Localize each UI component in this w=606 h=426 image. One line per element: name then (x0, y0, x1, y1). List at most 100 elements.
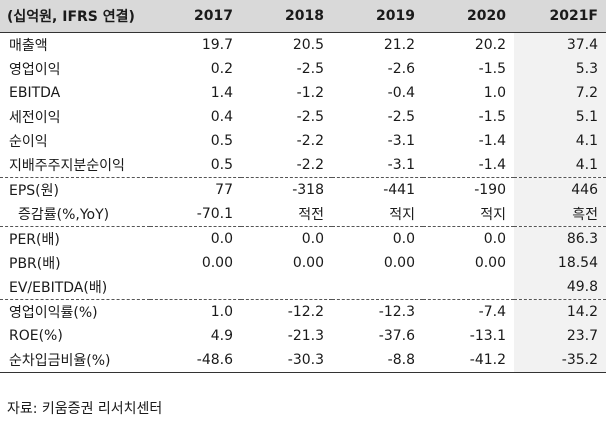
row-value: 0.00 (474, 255, 506, 271)
row-value: -48.6 (150, 348, 241, 373)
row-value: -70.1 (150, 202, 241, 227)
row-value: -12.2 (287, 304, 324, 320)
row-value: 0.4 (210, 109, 233, 125)
row-label: EV/EBITDA(배) (0, 275, 150, 300)
row-value: -318 (292, 182, 324, 198)
header-year: 2019 (332, 0, 423, 33)
row-value: 0.00 (292, 255, 324, 271)
row-label: 영업이익률(%) (9, 305, 98, 321)
table-row: EV/EBITDA(배) 49.8 (0, 275, 606, 300)
row-label: EBITDA (9, 85, 61, 101)
row-label: EPS(원) (9, 183, 59, 199)
row-value: -35.2 (514, 348, 606, 373)
row-value (332, 275, 423, 300)
row-value: -1.5 (478, 61, 506, 77)
row-value: -2.6 (387, 61, 415, 77)
row-value: 흑전 (514, 202, 606, 227)
table-row: 순차입금비율(%) -48.6 -30.3 -8.8 -41.2 -35.2 (0, 348, 606, 373)
row-label: 증감률(%,YoY) (0, 202, 150, 227)
row-value: -1.4 (478, 133, 506, 149)
row-value: 1.0 (210, 304, 233, 320)
row-value: -2.2 (241, 153, 332, 178)
row-value: 적지 (423, 202, 514, 227)
table-header-row: (십억원, IFRS 연결) 2017 2018 2019 2020 2021F (0, 0, 606, 33)
row-label: 순차입금비율(%) (0, 348, 150, 373)
table-row: EPS(원) 77 -318 -441 -190 446 (0, 177, 606, 202)
row-value: 20.2 (474, 37, 506, 53)
header-unit-label: (십억원, IFRS 연결) (0, 0, 150, 33)
row-value: 0.5 (150, 153, 241, 178)
row-value: 14.2 (514, 299, 606, 324)
row-label: PBR(배) (9, 256, 61, 272)
row-value: 37.4 (514, 32, 606, 57)
table-row: 증감률(%,YoY) -70.1 적전 적지 적지 흑전 (0, 202, 606, 227)
row-value: 0.00 (383, 255, 415, 271)
table-row: 세전이익 0.4 -2.5 -2.5 -1.5 5.1 (0, 105, 606, 129)
row-value: -2.5 (296, 109, 324, 125)
row-value: -2.5 (387, 109, 415, 125)
row-value: 446 (514, 177, 606, 202)
row-label: 세전이익 (9, 110, 61, 126)
row-value: -3.1 (332, 153, 423, 178)
row-value: -37.6 (378, 328, 415, 344)
row-value: 0.0 (483, 231, 506, 247)
row-label: 영업이익 (9, 62, 61, 78)
financial-summary-table: (십억원, IFRS 연결) 2017 2018 2019 2020 2021F… (0, 0, 606, 373)
row-value: 20.5 (292, 37, 324, 53)
row-value: -12.3 (378, 304, 415, 320)
row-value: -13.1 (469, 328, 506, 344)
header-year-forecast: 2021F (514, 0, 606, 33)
row-value: 1.4 (210, 85, 233, 101)
row-value: -1.4 (423, 153, 514, 178)
header-year: 2018 (241, 0, 332, 33)
row-label: 매출액 (9, 38, 48, 54)
row-value: 86.3 (514, 226, 606, 251)
row-value: 7.2 (514, 81, 606, 105)
row-value: 77 (215, 182, 233, 198)
row-value (241, 275, 332, 300)
row-value: -1.2 (296, 85, 324, 101)
row-value: 4.1 (514, 153, 606, 178)
header-year: 2020 (423, 0, 514, 33)
row-value: -190 (474, 182, 506, 198)
row-value: -7.4 (478, 304, 506, 320)
row-value: 1.0 (483, 85, 506, 101)
row-value: 5.3 (514, 57, 606, 81)
row-value: -1.5 (478, 109, 506, 125)
table-row: 순이익 0.5 -2.2 -3.1 -1.4 4.1 (0, 129, 606, 153)
row-label: ROE(%) (9, 328, 63, 344)
table-row: 영업이익 0.2 -2.5 -2.6 -1.5 5.3 (0, 57, 606, 81)
table-row: ROE(%) 4.9 -21.3 -37.6 -13.1 23.7 (0, 324, 606, 348)
row-value: 21.2 (383, 37, 415, 53)
table-row: EBITDA 1.4 -1.2 -0.4 1.0 7.2 (0, 81, 606, 105)
row-value: 0.5 (210, 133, 233, 149)
row-value: 0.0 (210, 231, 233, 247)
table-row: 지배주주지분순이익 0.5 -2.2 -3.1 -1.4 4.1 (0, 153, 606, 178)
row-value: 19.7 (201, 37, 233, 53)
row-value: 5.1 (514, 105, 606, 129)
row-value: 18.54 (514, 251, 606, 275)
row-value: -2.5 (296, 61, 324, 77)
header-year: 2017 (150, 0, 241, 33)
row-value: -0.4 (387, 85, 415, 101)
row-value: 적지 (332, 202, 423, 227)
table-row: PER(배) 0.0 0.0 0.0 0.0 86.3 (0, 226, 606, 251)
source-note: 자료: 키움증권 리서치센터 (7, 401, 163, 417)
row-label: PER(배) (9, 232, 60, 248)
table-row: 매출액 19.7 20.5 21.2 20.2 37.4 (0, 32, 606, 57)
row-value: 23.7 (514, 324, 606, 348)
row-value: 4.1 (514, 129, 606, 153)
row-label: 순이익 (9, 134, 48, 150)
row-value: 0.0 (392, 231, 415, 247)
row-label: 지배주주지분순이익 (0, 153, 150, 178)
row-value: 49.8 (514, 275, 606, 300)
row-value: -3.1 (387, 133, 415, 149)
row-value: -30.3 (241, 348, 332, 373)
row-value: 0.2 (210, 61, 233, 77)
row-value: -41.2 (423, 348, 514, 373)
row-value (423, 275, 514, 300)
row-value: -8.8 (332, 348, 423, 373)
row-value (150, 275, 241, 300)
row-value: 적전 (241, 202, 332, 227)
row-value: -441 (383, 182, 415, 198)
